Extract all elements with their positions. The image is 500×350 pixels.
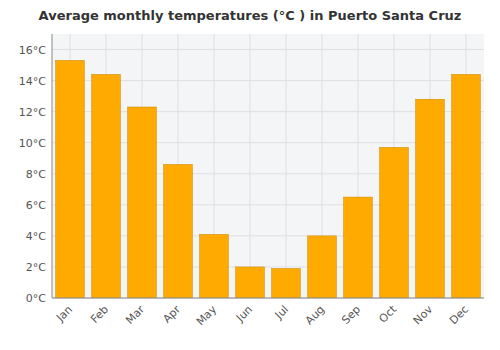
plot-area <box>52 34 484 298</box>
grid-line-vertical <box>250 34 251 298</box>
x-tick-label: Dec <box>447 303 471 327</box>
bar <box>272 268 301 298</box>
bar <box>380 147 409 298</box>
bar <box>92 74 121 298</box>
bar <box>344 197 373 298</box>
x-tick-label: Jul <box>272 303 291 322</box>
y-tick-label: 4°C <box>26 230 46 243</box>
bar <box>452 74 481 298</box>
x-tick-label: Oct <box>376 302 399 325</box>
x-tick-label: Apr <box>160 303 183 326</box>
bar <box>200 234 229 298</box>
title: Average monthly temperatures (°C ) in Pu… <box>39 8 462 23</box>
y-axis-line <box>52 34 53 298</box>
bar <box>56 60 85 298</box>
bar <box>128 107 157 298</box>
bars <box>56 60 481 298</box>
bar <box>308 236 337 298</box>
x-tick-label: Feb <box>88 303 111 326</box>
x-tick-label: Jun <box>233 303 255 325</box>
x-tick-label: Sep <box>339 303 363 327</box>
bar <box>416 99 445 298</box>
y-tick-label: 8°C <box>26 168 46 181</box>
grid-line <box>52 49 484 50</box>
bar <box>236 267 265 298</box>
y-tick-label: 10°C <box>19 137 46 150</box>
bar <box>164 164 193 298</box>
x-tick-label: Mar <box>123 303 147 327</box>
background <box>0 0 500 350</box>
x-tick-label: Jan <box>53 303 75 325</box>
grid <box>52 34 484 298</box>
grid-line-vertical <box>286 34 287 298</box>
y-tick-label: 2°C <box>26 261 46 274</box>
x-tick-label: Nov <box>411 303 436 328</box>
y-tick-label: 6°C <box>26 199 46 212</box>
grid-line <box>52 298 484 299</box>
y-tick-label: 14°C <box>19 75 46 88</box>
x-tick-label: Aug <box>303 303 327 327</box>
chart: Average monthly temperatures (°C ) in Pu… <box>0 0 500 350</box>
x-axis-line <box>52 298 484 299</box>
y-tick-label: 12°C <box>19 106 46 119</box>
y-tick-label: 16°C <box>19 44 46 57</box>
y-tick-label: 0°C <box>26 292 46 305</box>
x-tick-label: May <box>194 303 220 329</box>
